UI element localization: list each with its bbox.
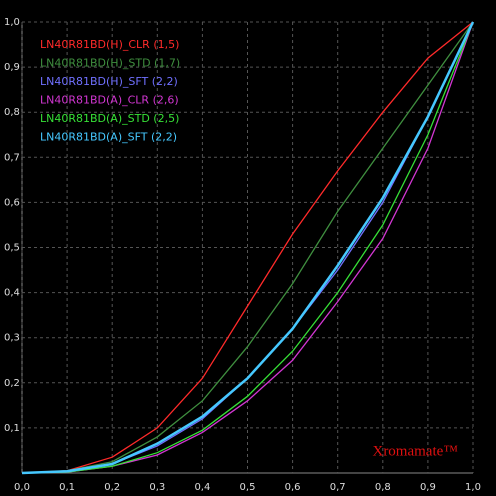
y-tick-label: 0,1 <box>4 423 20 434</box>
x-tick-label: 0,2 <box>104 482 120 493</box>
x-tick-label: 0,5 <box>240 482 256 493</box>
watermark: Xromamate™ <box>372 443 458 459</box>
x-tick-label: 1,0 <box>465 482 481 493</box>
legend-entry: LN40R81BD(H)_CLR (1,5) <box>40 38 179 51</box>
x-tick-label: 0,0 <box>14 482 30 493</box>
legend-entry: LN40R81BD(A)_CLR (2,6) <box>40 94 179 107</box>
y-tick-label: 0,5 <box>4 243 20 254</box>
x-tick-label: 0,9 <box>420 482 436 493</box>
series-line <box>21 21 474 474</box>
series-line <box>21 21 474 474</box>
y-tick-label: 0,7 <box>4 152 20 163</box>
y-tick-label: 0,6 <box>4 197 20 208</box>
y-tick-label: 0,9 <box>4 62 20 73</box>
x-tick-label: 0,6 <box>285 482 301 493</box>
legend-entry: LN40R81BD(A)_SFT (2,2) <box>40 131 177 144</box>
x-tick-label: 0,7 <box>330 482 346 493</box>
y-tick-label: 0,2 <box>4 378 20 389</box>
x-tick-label: 0,1 <box>59 482 75 493</box>
x-tick-label: 0,4 <box>194 482 210 493</box>
legend-entry: LN40R81BD(A)_STD (2,5) <box>40 112 179 125</box>
legend-entry: LN40R81BD(H)_SFT (2,2) <box>40 75 178 88</box>
x-tick-label: 0,3 <box>149 482 165 493</box>
series-line <box>21 21 475 475</box>
y-tick-label: 1,0 <box>4 17 20 28</box>
series-line <box>21 21 474 474</box>
y-tick-label: 0,3 <box>4 333 20 344</box>
y-tick-label: 0,4 <box>4 288 20 299</box>
y-tick-label: 0,8 <box>4 107 20 118</box>
x-tick-label: 0,8 <box>375 482 391 493</box>
legend-entry: LN40R81BD(H)_STD (1,7) <box>40 57 180 70</box>
